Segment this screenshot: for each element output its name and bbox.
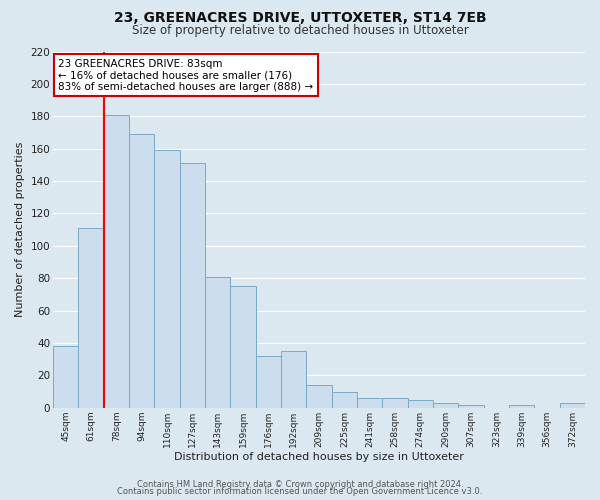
Bar <box>129 134 154 408</box>
Bar <box>509 404 535 408</box>
Bar <box>433 403 458 408</box>
Bar <box>560 403 585 408</box>
Bar <box>256 356 281 408</box>
Text: Size of property relative to detached houses in Uttoxeter: Size of property relative to detached ho… <box>131 24 469 37</box>
Bar <box>180 163 205 408</box>
Text: 23, GREENACRES DRIVE, UTTOXETER, ST14 7EB: 23, GREENACRES DRIVE, UTTOXETER, ST14 7E… <box>113 11 487 25</box>
Bar <box>79 228 104 408</box>
Y-axis label: Number of detached properties: Number of detached properties <box>15 142 25 318</box>
Bar <box>230 286 256 408</box>
Bar <box>458 404 484 408</box>
Bar <box>357 398 382 408</box>
X-axis label: Distribution of detached houses by size in Uttoxeter: Distribution of detached houses by size … <box>174 452 464 462</box>
Bar <box>205 276 230 408</box>
Bar <box>281 351 307 408</box>
Text: 23 GREENACRES DRIVE: 83sqm
← 16% of detached houses are smaller (176)
83% of sem: 23 GREENACRES DRIVE: 83sqm ← 16% of deta… <box>58 58 314 92</box>
Bar <box>104 114 129 408</box>
Bar <box>382 398 407 408</box>
Bar <box>332 392 357 408</box>
Bar <box>307 385 332 408</box>
Text: Contains public sector information licensed under the Open Government Licence v3: Contains public sector information licen… <box>118 487 482 496</box>
Bar <box>407 400 433 408</box>
Bar <box>53 346 79 408</box>
Bar <box>154 150 180 408</box>
Text: Contains HM Land Registry data © Crown copyright and database right 2024.: Contains HM Land Registry data © Crown c… <box>137 480 463 489</box>
